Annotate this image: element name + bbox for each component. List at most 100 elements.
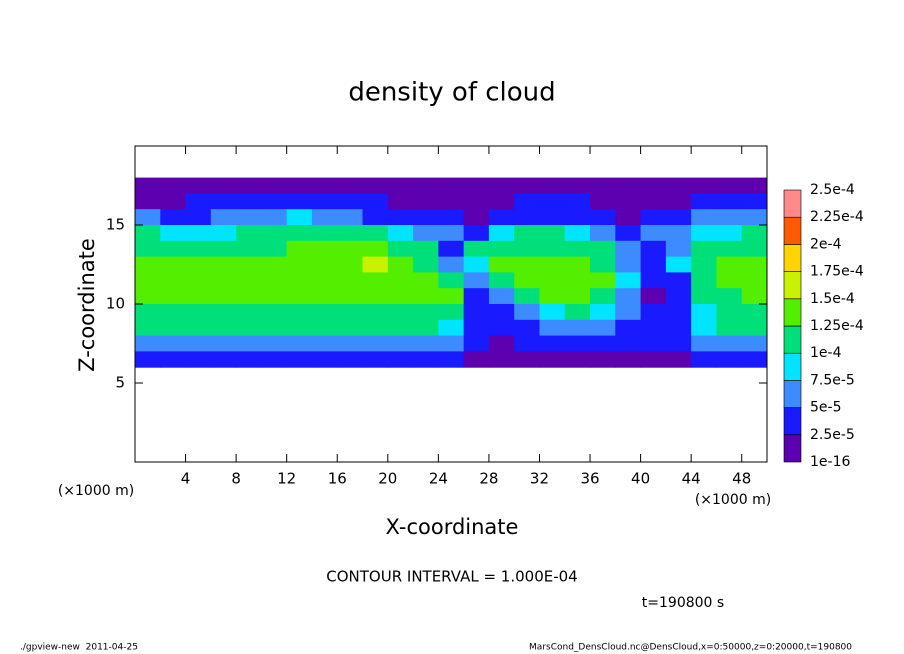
cell	[337, 240, 364, 258]
cell	[337, 256, 364, 273]
cell	[716, 240, 743, 258]
cell	[615, 240, 642, 258]
cell	[261, 351, 288, 368]
cell	[438, 335, 465, 352]
cell	[590, 335, 616, 352]
cell	[615, 304, 642, 321]
cell	[387, 209, 414, 226]
cell	[438, 225, 465, 242]
cell	[362, 193, 389, 210]
cell	[691, 256, 717, 273]
cell	[438, 209, 465, 226]
cell	[311, 351, 338, 368]
cell	[716, 319, 743, 337]
cell	[236, 272, 262, 289]
cell	[286, 288, 313, 305]
cell	[337, 209, 364, 226]
cell	[590, 288, 616, 305]
cell	[741, 351, 768, 368]
cell	[488, 288, 515, 305]
cell	[311, 193, 338, 210]
cell	[438, 193, 465, 210]
colorbar-bin	[783, 189, 802, 218]
cell	[691, 288, 717, 305]
cell	[438, 351, 465, 368]
cell	[413, 288, 439, 305]
cell	[640, 256, 667, 273]
cell	[741, 304, 768, 321]
x-tick-label: 44	[682, 470, 701, 488]
cell	[160, 193, 187, 210]
cell	[665, 304, 692, 321]
cell	[615, 319, 642, 337]
cell	[135, 319, 161, 337]
cell	[311, 256, 338, 273]
cell	[135, 304, 161, 321]
cell	[236, 209, 262, 226]
cell	[337, 304, 364, 321]
cell	[236, 351, 262, 368]
x-tick-label: 24	[429, 470, 448, 488]
cell	[185, 272, 212, 289]
cell	[539, 335, 566, 352]
cell	[564, 272, 591, 289]
x-unit-label: (×1000 m)	[58, 483, 134, 499]
contour-note: CONTOUR INTERVAL = 1.000E-04	[326, 568, 577, 586]
cell	[413, 193, 439, 210]
cell	[463, 319, 490, 337]
cell	[716, 272, 743, 289]
cell	[261, 240, 288, 258]
cell	[488, 351, 515, 368]
cell	[135, 256, 161, 273]
cell	[311, 240, 338, 258]
cell	[590, 319, 616, 337]
cell	[286, 240, 313, 258]
cell	[387, 304, 414, 321]
cell	[716, 351, 743, 368]
cell	[387, 256, 414, 273]
cell	[640, 225, 667, 242]
colorbar-bin	[783, 298, 802, 327]
cell	[514, 177, 540, 194]
cell	[590, 351, 616, 368]
cell	[160, 240, 187, 258]
cell	[438, 304, 465, 321]
cell	[261, 304, 288, 321]
cell	[488, 272, 515, 289]
cell	[362, 225, 389, 242]
cell	[539, 351, 566, 368]
cell	[413, 351, 439, 368]
cell	[741, 335, 768, 352]
cell	[160, 304, 187, 321]
cell	[463, 272, 490, 289]
footer-left: ./gpview-new 2011-04-25	[20, 643, 138, 653]
cell	[539, 240, 566, 258]
cell	[413, 272, 439, 289]
cell	[615, 256, 642, 273]
cell	[438, 240, 465, 258]
cell	[261, 225, 288, 242]
cell	[362, 319, 389, 337]
x-unit-label: (×1000 m)	[695, 492, 771, 508]
cell	[413, 240, 439, 258]
cell	[716, 177, 743, 194]
cell	[716, 256, 743, 273]
cell	[362, 240, 389, 258]
cell	[135, 335, 161, 352]
cell	[236, 288, 262, 305]
colorbar-label: 2.5e-5	[810, 427, 855, 443]
cell	[387, 335, 414, 352]
x-axis-label: X-coordinate	[386, 515, 519, 539]
cell	[387, 288, 414, 305]
cell	[311, 288, 338, 305]
cell	[716, 335, 743, 352]
colorbar-label: 5e-5	[810, 400, 841, 416]
cell	[210, 209, 237, 226]
cell	[564, 335, 591, 352]
cell	[210, 256, 237, 273]
cell	[514, 304, 540, 321]
colorbar-bin	[783, 244, 802, 272]
cell	[160, 225, 187, 242]
cell	[716, 209, 743, 226]
cell	[387, 319, 414, 337]
